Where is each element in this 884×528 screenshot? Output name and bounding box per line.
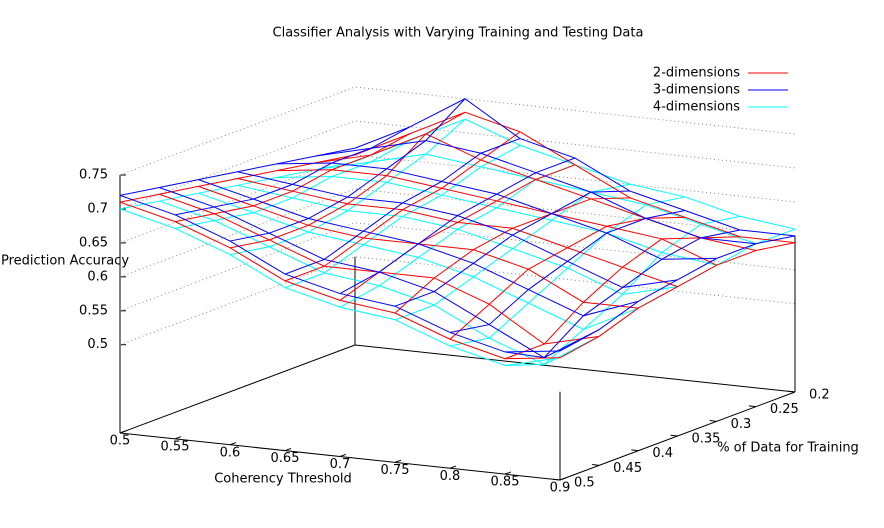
x-tick-label: 0.85 bbox=[491, 475, 520, 490]
x-axis-label: Coherency Threshold bbox=[214, 472, 352, 487]
x-tick bbox=[394, 459, 402, 463]
surface-row bbox=[354, 111, 796, 244]
grid-line bbox=[119, 256, 796, 346]
surface-column bbox=[504, 236, 741, 360]
x-tick-label: 0.75 bbox=[381, 463, 410, 478]
z-tick-label: 0.55 bbox=[79, 303, 108, 318]
surface-row bbox=[158, 200, 600, 365]
z-tick-label: 0.75 bbox=[79, 168, 108, 183]
surface-column bbox=[449, 196, 686, 347]
y-tick bbox=[709, 420, 717, 422]
x-tick bbox=[504, 471, 512, 475]
surface-column bbox=[174, 133, 411, 223]
y-tick-label: 0.2 bbox=[809, 388, 830, 403]
y-tick bbox=[631, 449, 639, 452]
surface-column bbox=[174, 139, 411, 229]
x-tick bbox=[119, 430, 127, 434]
grid-line bbox=[119, 120, 796, 210]
y-tick-label: 0.35 bbox=[692, 432, 721, 447]
surface-column bbox=[504, 215, 741, 366]
x-tick-label: 0.7 bbox=[330, 457, 351, 472]
y-tick-label: 0.3 bbox=[731, 417, 752, 432]
surface-column bbox=[339, 157, 576, 294]
surface-row bbox=[158, 193, 600, 345]
surface-column bbox=[119, 154, 356, 203]
y-tick bbox=[592, 464, 600, 466]
x-tick bbox=[174, 436, 182, 440]
y-tick-label: 0.45 bbox=[613, 461, 642, 476]
z-tick-label: 0.7 bbox=[87, 201, 108, 216]
x-tick bbox=[449, 465, 457, 469]
surface-column bbox=[449, 210, 686, 333]
x-tick-label: 0.6 bbox=[220, 445, 241, 460]
z-tick-label: 0.6 bbox=[87, 269, 108, 284]
x-tick-label: 0.5 bbox=[110, 434, 131, 449]
legend-label: 3-dimensions bbox=[653, 83, 740, 98]
y-tick bbox=[787, 390, 796, 393]
x-tick bbox=[229, 442, 237, 446]
surface-column bbox=[284, 138, 521, 275]
y-tick bbox=[552, 478, 561, 481]
surface-column bbox=[449, 216, 686, 340]
chart-title: Classifier Analysis with Varying Trainin… bbox=[273, 26, 644, 41]
surface-column bbox=[284, 131, 521, 282]
surface-column bbox=[394, 190, 631, 307]
y-tick-label: 0.25 bbox=[770, 402, 799, 417]
grid-line bbox=[119, 188, 796, 278]
legend-label: 4-dimensions bbox=[653, 100, 740, 115]
surface-column bbox=[504, 229, 741, 359]
surface-column bbox=[229, 98, 466, 242]
y-tick-label: 0.4 bbox=[652, 446, 673, 461]
y-tick bbox=[670, 434, 678, 437]
z-tick-label: 0.65 bbox=[79, 235, 108, 250]
x-tick-label: 0.55 bbox=[161, 439, 190, 454]
surface-row bbox=[354, 98, 796, 237]
x-tick-label: 0.9 bbox=[550, 481, 571, 496]
surface-column bbox=[394, 197, 631, 314]
x-tick bbox=[284, 447, 292, 452]
surface-column bbox=[559, 235, 796, 352]
y-tick bbox=[748, 405, 756, 408]
surface-column bbox=[229, 118, 466, 256]
x-tick bbox=[559, 477, 567, 481]
axis-line bbox=[119, 344, 356, 434]
surface-column bbox=[119, 147, 356, 196]
z-tick-label: 0.5 bbox=[87, 337, 108, 352]
y-axis-label: % of Data for Training bbox=[717, 441, 859, 456]
x-tick-label: 0.8 bbox=[440, 469, 461, 484]
y-tick-label: 0.5 bbox=[574, 476, 595, 491]
legend-label: 2-dimensions bbox=[653, 66, 740, 81]
x-tick-label: 0.65 bbox=[271, 451, 300, 466]
grid-line bbox=[119, 222, 796, 312]
surface-column bbox=[284, 144, 521, 289]
surface-row bbox=[237, 178, 678, 288]
z-axis-label: Prediction Accuracy bbox=[1, 254, 129, 269]
axis-line bbox=[354, 344, 796, 393]
surface-column bbox=[174, 126, 411, 216]
surface-column bbox=[229, 111, 466, 249]
x-tick bbox=[339, 453, 347, 457]
surface-column bbox=[559, 242, 796, 359]
